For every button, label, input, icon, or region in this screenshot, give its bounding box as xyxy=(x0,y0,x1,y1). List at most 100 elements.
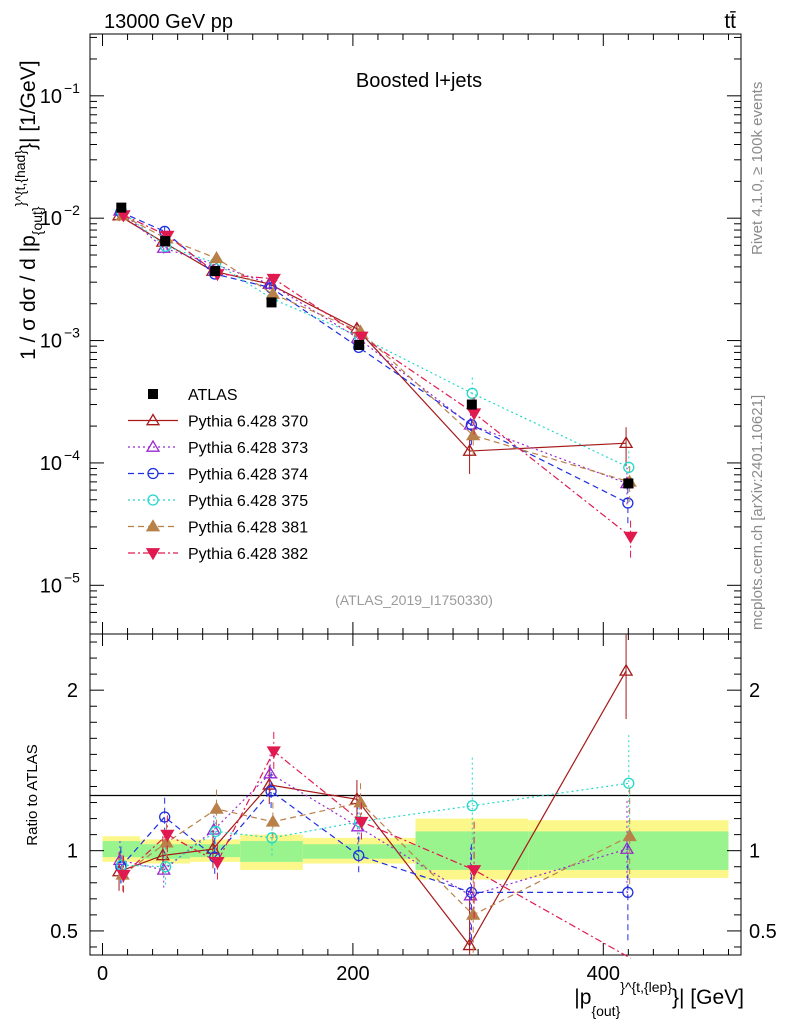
ratio-tick-label-right: 0.5 xyxy=(749,921,777,943)
y-label-end: }| [1/GeV] xyxy=(17,60,40,150)
ratio-point xyxy=(262,777,277,790)
data-point xyxy=(466,428,481,441)
analysis-id: (ATLAS_2019_I1750330) xyxy=(335,592,493,608)
ratio-point xyxy=(465,886,478,899)
band-inner-segment xyxy=(240,841,303,862)
ratio-tick-label-right: 1 xyxy=(749,841,760,863)
ratio-point xyxy=(210,857,225,870)
data-point xyxy=(266,273,281,287)
chart-title: Boosted l+jets xyxy=(356,70,482,92)
process-label: tt̄ xyxy=(724,10,736,33)
series-pythia-6428-370 xyxy=(111,208,634,474)
ratio-point xyxy=(353,795,368,808)
data-point xyxy=(116,202,127,213)
ratio-y-axis-label: Ratio to ATLAS xyxy=(24,744,41,845)
mcplots-label: mcplots.cern.ch [arXiv:2401.10621] xyxy=(749,395,766,630)
ratio-line xyxy=(120,790,628,894)
series-pythia-6428-373 xyxy=(112,203,635,507)
data-point xyxy=(465,419,478,431)
legend-entry: Pythia 6.428 370 xyxy=(128,413,308,431)
ratio-tick-label-left: 2 xyxy=(67,680,78,702)
legend-label: ATLAS xyxy=(188,387,238,404)
legend-marker xyxy=(148,389,158,399)
ratio-point xyxy=(353,849,365,862)
x-tick-label: 0 xyxy=(97,963,108,985)
beam-label: 13000 GeV pp xyxy=(104,11,233,33)
ratio-point xyxy=(209,801,224,814)
ratio-point xyxy=(462,938,477,951)
x-tick-label: 400 xyxy=(587,963,620,985)
y-tick-label: 10 xyxy=(40,331,62,353)
ratio-point xyxy=(155,848,171,861)
y-tick-exponent: −3 xyxy=(64,325,80,341)
ratio-point xyxy=(266,746,281,759)
ratio-point xyxy=(263,766,278,779)
ratio-point xyxy=(265,814,281,827)
y-label-main: 1 / σ dσ / d |p xyxy=(17,235,40,360)
data-point xyxy=(466,408,482,421)
ratio-point xyxy=(159,835,174,848)
rivet-version-label: Rivet 4.1.0, ≥ 100k events xyxy=(749,82,766,255)
ratio-point xyxy=(466,907,481,920)
band-inner-segment xyxy=(415,831,529,870)
ratio-series-pythia-6428-382 xyxy=(116,731,631,959)
legend-marker xyxy=(147,494,159,506)
x-tick-label: 200 xyxy=(336,963,369,985)
legend-entry: Pythia 6.428 374 xyxy=(128,467,308,484)
ratio-point xyxy=(209,825,222,838)
x-label-end: }| [GeV] xyxy=(672,986,744,1009)
series-line xyxy=(120,211,629,504)
legend-entry: Pythia 6.428 382 xyxy=(128,546,308,563)
y-label-sup: }^{t,{had} xyxy=(12,150,28,207)
data-point xyxy=(462,443,477,456)
y-tick-label: 10 xyxy=(40,453,62,475)
data-point xyxy=(354,331,369,344)
legend-entry: Pythia 6.428 375 xyxy=(128,493,308,510)
ratio-point xyxy=(116,869,131,883)
ratio-point xyxy=(622,886,634,899)
x-label-sup: }^{t,{lep} xyxy=(620,979,672,995)
ratio-point xyxy=(159,861,172,873)
x-label-main: |p xyxy=(574,986,591,1009)
data-point xyxy=(466,387,478,400)
ratio-point xyxy=(466,865,482,878)
y-tick-label: 10 xyxy=(40,86,62,108)
ratio-series-layer xyxy=(111,634,637,959)
ratio-tick-label-left: 1 xyxy=(67,841,78,863)
ratio-point xyxy=(618,663,634,676)
ratio-point xyxy=(159,811,171,823)
x-label-sub: {out} xyxy=(591,1003,620,1019)
ratio-tick-label-left: 0.5 xyxy=(50,921,78,943)
data-point xyxy=(160,236,171,247)
ratio-series-pythia-6428-370 xyxy=(111,634,634,955)
legend-label: Pythia 6.428 373 xyxy=(188,440,308,457)
data-point xyxy=(618,435,634,449)
y-axis-label: 1 / σ dσ / d |p{out}}^{t,{had}}| [1/GeV] xyxy=(12,60,45,360)
data-point xyxy=(265,286,281,299)
y-tick-label: 10 xyxy=(40,575,62,597)
y-tick-exponent: −1 xyxy=(64,80,80,96)
data-point xyxy=(623,531,638,544)
ratio-panel-frame xyxy=(89,633,742,956)
legend-marker xyxy=(145,413,161,426)
data-point xyxy=(209,251,224,264)
legend-marker xyxy=(147,467,159,480)
series-atlas xyxy=(116,202,634,489)
ratio-series-pythia-6428-373 xyxy=(112,754,635,944)
ratio-point xyxy=(160,829,175,842)
legend-marker xyxy=(145,439,161,452)
legend-label: Pythia 6.428 381 xyxy=(188,520,308,537)
ratio-point xyxy=(266,832,278,844)
legend-entry: ATLAS xyxy=(148,387,238,404)
ratio-point xyxy=(622,828,637,842)
ratio-point xyxy=(265,785,277,797)
ratio-line xyxy=(121,782,629,868)
legend-entry: Pythia 6.428 373 xyxy=(128,439,308,457)
y-label-sub: {out} xyxy=(29,206,45,235)
y-tick-exponent: −2 xyxy=(64,202,80,218)
data-uncertainty-bands xyxy=(102,818,729,880)
data-point xyxy=(622,497,634,509)
x-axis-label: |p{out}}^{t,{lep}}| [GeV] xyxy=(574,979,744,1019)
